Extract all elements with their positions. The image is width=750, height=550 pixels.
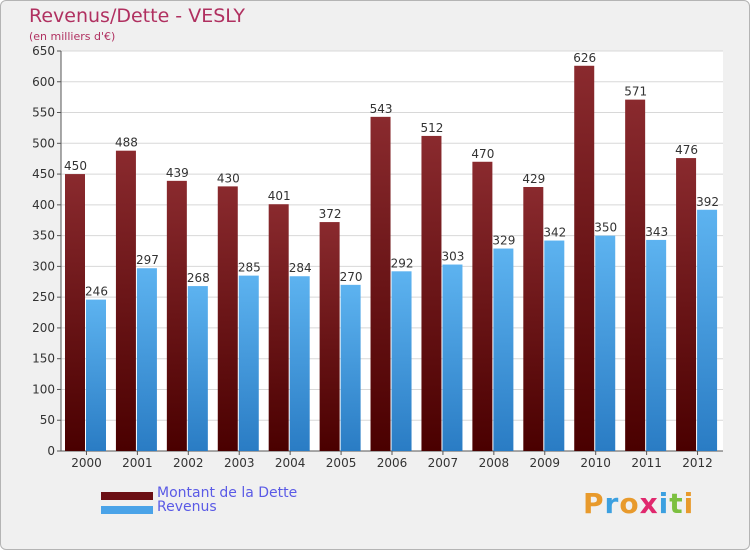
legend-swatch-revenus (101, 506, 153, 514)
chart-subtitle: (en milliers d'€) (29, 30, 116, 43)
data-label: 429 (522, 172, 545, 186)
bar-dette (574, 65, 595, 452)
x-tick-label: 2009 (529, 456, 560, 470)
data-label: 430 (217, 171, 240, 185)
x-tick-label: 2002 (173, 456, 204, 470)
bar-dette (523, 187, 544, 451)
logo-letter: i (683, 487, 695, 520)
bar-revenus (595, 235, 616, 451)
data-label: 470 (471, 147, 494, 161)
x-tick-label: 2007 (428, 456, 459, 470)
y-tick-label: 250 (32, 290, 55, 304)
proxiti-logo: Proxiti (583, 487, 694, 520)
bar-dette (166, 180, 187, 451)
y-tick-label: 600 (32, 75, 55, 89)
data-label: 284 (289, 261, 312, 275)
data-label: 392 (696, 195, 719, 209)
y-tick-label: 150 (32, 352, 55, 366)
bar-revenus (391, 271, 412, 451)
logo-letter: i (658, 487, 670, 520)
data-label: 292 (391, 256, 414, 270)
bar-dette (319, 222, 340, 451)
legend-label-revenus: Revenus (157, 499, 217, 515)
data-label: 401 (268, 189, 291, 203)
data-label: 350 (594, 221, 617, 235)
data-label: 372 (319, 207, 342, 221)
bar-revenus (544, 240, 565, 451)
bar-revenus (646, 239, 667, 451)
bar-dette (676, 158, 697, 452)
data-label: 297 (136, 253, 159, 267)
bar-revenus (493, 248, 514, 451)
logo-letter: P (583, 487, 605, 520)
data-label: 342 (543, 226, 566, 240)
y-tick-label: 550 (32, 106, 55, 120)
y-tick-label: 350 (32, 229, 55, 243)
data-label: 343 (645, 225, 668, 239)
bar-dette (421, 135, 442, 451)
chart-title: Revenus/Dette - VESLY (29, 5, 245, 27)
x-tick-label: 2003 (224, 456, 255, 470)
x-tick-label: 2011 (631, 456, 662, 470)
y-tick-label: 400 (32, 198, 55, 212)
y-tick-label: 100 (32, 382, 55, 396)
bar-revenus (238, 275, 259, 451)
bar-dette (472, 161, 493, 451)
legend-label-dette: Montant de la Dette (157, 485, 298, 501)
y-tick-label: 450 (32, 167, 55, 181)
data-label: 329 (492, 234, 515, 248)
data-label: 476 (675, 143, 698, 157)
y-tick-label: 200 (32, 321, 55, 335)
data-label: 246 (85, 285, 108, 299)
bar-revenus (340, 284, 361, 451)
data-label: 303 (442, 250, 465, 264)
x-tick-label: 2001 (122, 456, 153, 470)
bar-dette (217, 186, 238, 451)
y-tick-label: 300 (32, 259, 55, 273)
x-tick-label: 2008 (479, 456, 510, 470)
data-label: 626 (573, 51, 596, 65)
data-label: 450 (64, 159, 87, 173)
logo-letter: r (604, 487, 620, 520)
data-label: 512 (421, 121, 444, 135)
data-label: 488 (115, 136, 138, 150)
bar-revenus (136, 268, 157, 451)
bar-dette (268, 204, 289, 451)
data-label: 439 (166, 166, 189, 180)
legend-swatch-dette (101, 492, 153, 500)
data-label: 543 (370, 102, 393, 116)
x-tick-label: 2005 (326, 456, 357, 470)
y-tick-label: 0 (47, 444, 55, 458)
bar-revenus (697, 209, 718, 451)
logo-letter: t (669, 487, 684, 520)
bar-revenus (187, 286, 208, 451)
x-tick-label: 2012 (682, 456, 713, 470)
data-label: 571 (624, 85, 647, 99)
bar-dette (65, 174, 85, 452)
x-tick-label: 2010 (580, 456, 611, 470)
logo-letter: x (639, 487, 659, 520)
y-tick-label: 650 (32, 44, 55, 58)
x-tick-label: 2000 (71, 456, 102, 470)
bar-revenus (442, 264, 463, 451)
data-label: 285 (238, 261, 261, 275)
x-tick-label: 2004 (275, 456, 306, 470)
bar-dette (625, 99, 646, 451)
data-label: 270 (340, 270, 363, 284)
logo-letter: o (619, 487, 640, 520)
x-tick-label: 2006 (377, 456, 408, 470)
y-tick-label: 500 (32, 136, 55, 150)
bar-dette (370, 116, 391, 451)
bar-dette (115, 150, 136, 451)
data-label: 268 (187, 271, 210, 285)
bar-revenus (289, 276, 310, 451)
y-tick-label: 50 (40, 413, 55, 427)
bar-revenus (86, 299, 106, 451)
